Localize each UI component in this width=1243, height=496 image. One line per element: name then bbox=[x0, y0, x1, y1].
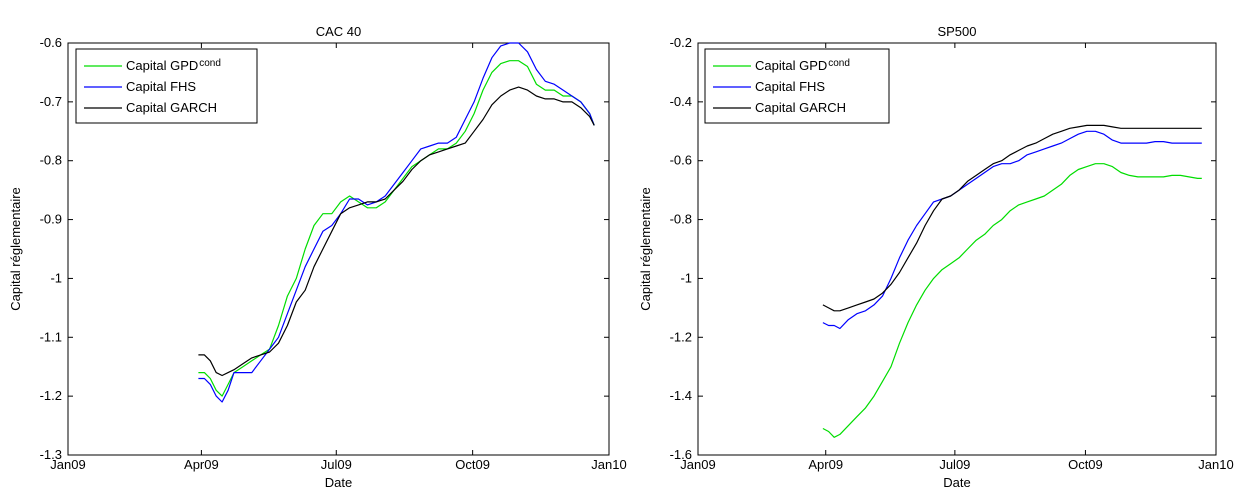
x-tick-label: Oct09 bbox=[455, 457, 490, 472]
series-line-1 bbox=[822, 130, 1202, 330]
x-tick-label: Apr09 bbox=[808, 457, 843, 472]
x-tick-label: Jan10 bbox=[1198, 457, 1233, 472]
legend-label-sup: cond bbox=[199, 58, 221, 69]
chart-1: SP500 Jan09 Apr09 Jul09 Oct09 Jan10 -0.2 -0.4 -0… bbox=[638, 24, 1234, 490]
series-line-0 bbox=[822, 163, 1202, 438]
x-tick-label: Jan10 bbox=[591, 457, 626, 472]
y-tick-label: -1 bbox=[680, 270, 692, 285]
legend-label-sup: cond bbox=[828, 58, 850, 69]
y-tick-label: -1.6 bbox=[670, 447, 692, 462]
plot-area bbox=[67, 42, 610, 456]
series-line-2 bbox=[822, 124, 1202, 312]
x-tick-label: Jul09 bbox=[321, 457, 352, 472]
y-tick-label: -0.4 bbox=[670, 94, 692, 109]
legend-label: Capital FHS bbox=[126, 79, 196, 94]
legend-label: Capital GARCH bbox=[755, 100, 846, 115]
x-tick-label: Jan09 bbox=[680, 457, 715, 472]
y-axis-label: Capital réglementaire bbox=[638, 187, 653, 311]
series-line-1 bbox=[198, 42, 595, 403]
y-tick-label: -0.7 bbox=[40, 94, 62, 109]
y-tick-label: -1.2 bbox=[670, 329, 692, 344]
y-tick-label: -0.8 bbox=[40, 153, 62, 168]
legend-label: Capital FHS bbox=[755, 79, 825, 94]
y-tick-label: -0.6 bbox=[670, 153, 692, 168]
chart-0: CAC 40 Jan09 Apr09 Jul09 Oct09 Jan10 -0.6 -0.7 -… bbox=[8, 24, 627, 490]
x-axis-label: Date bbox=[325, 475, 352, 490]
y-tick-label: -0.8 bbox=[670, 212, 692, 227]
legend-label: Capital GPD bbox=[126, 58, 198, 73]
legend-label: Capital GARCH bbox=[126, 100, 217, 115]
x-tick-label: Oct09 bbox=[1068, 457, 1103, 472]
y-tick-label: -0.9 bbox=[40, 212, 62, 227]
y-tick-label: -1.4 bbox=[670, 388, 692, 403]
chart-title: SP500 bbox=[937, 24, 976, 39]
x-tick-label: Jul09 bbox=[939, 457, 970, 472]
y-tick-label: -0.6 bbox=[40, 35, 62, 50]
legend-label: Capital GPD bbox=[755, 58, 827, 73]
chart-title: CAC 40 bbox=[316, 24, 362, 39]
plot-area bbox=[697, 42, 1217, 456]
legend-box bbox=[704, 48, 890, 124]
x-axis-label: Date bbox=[943, 475, 970, 490]
x-tick-label: Jan09 bbox=[50, 457, 85, 472]
series-line-2 bbox=[198, 86, 595, 377]
y-tick-label: -0.2 bbox=[670, 35, 692, 50]
y-tick-label: -1 bbox=[50, 270, 62, 285]
legend-box bbox=[75, 48, 258, 124]
series-line-0 bbox=[198, 60, 595, 397]
y-axis-label: Capital réglementaire bbox=[8, 187, 23, 311]
x-tick-label: Apr09 bbox=[184, 457, 219, 472]
y-tick-label: -1.2 bbox=[40, 388, 62, 403]
y-tick-label: -1.3 bbox=[40, 447, 62, 462]
y-tick-label: -1.1 bbox=[40, 329, 62, 344]
